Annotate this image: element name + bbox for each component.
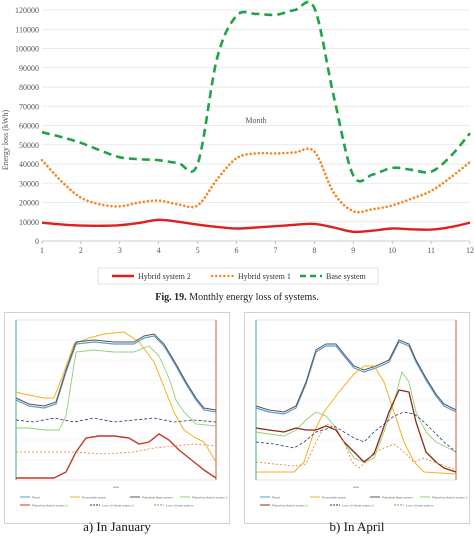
legend: Hybrid system 2 Hybrid system 1 Base syste… (112, 272, 367, 281)
legend-label-hybrid-system-2: Hybrid system 2 (138, 272, 191, 281)
subfigure-a-legend-3: Pbaseline Hybrid system 1 (192, 496, 228, 500)
subfigure-a-gridlines (16, 339, 216, 461)
y-tick-label: 110000 (15, 25, 39, 34)
main-line-chart: 0 10000 20000 30000 40000 50000 60000 70000 8000… (1, 0, 474, 285)
subfigure-a-chart: Hour Pload Renewable power Pbaseline Bas… (4, 312, 230, 524)
y-tick-label: 40000 (19, 160, 39, 169)
subfigure-a-baseline-hybrid-1 (16, 345, 217, 431)
subfigure-b-caption: b) In April (329, 519, 385, 534)
subfigure-a-loss-base (16, 443, 217, 455)
y-tick-label: 100000 (15, 45, 39, 54)
x-tick-label: 2 (79, 246, 83, 255)
figure-label: Fig. 19. (155, 292, 187, 303)
x-tick-label: 8 (312, 246, 316, 255)
y-tick-labels: 0 10000 20000 30000 40000 50000 60000 70000 8000… (15, 6, 39, 246)
subfigure-b-legend-5: Loss of Hybrid system 1 (342, 504, 374, 508)
x-tick-label: 9 (351, 246, 355, 255)
subfigure-b-legend-2: Pbaseline Base system (382, 496, 414, 500)
figure-caption: Fig. 19. Monthly energy loss of systems. (0, 292, 474, 303)
x-tick-label: 11 (427, 246, 435, 255)
subfigure-b-gridlines (256, 339, 456, 461)
subfigure-b-legend: Pload Renewable power Pbaseline Base sys… (260, 496, 468, 508)
y-tick-label: 50000 (19, 141, 39, 150)
subfigure-a-legend-5: Loss of Hybrid system 1 (102, 504, 134, 508)
subfigure-b-legend-3: Pbaseline Hybrid system 1 (432, 496, 468, 500)
subfigure-a-legend: Pload Renewable power Pbaseline Base sys… (20, 496, 228, 508)
subfigure-b-legend-0: Pload (272, 496, 280, 500)
x-tick-labels: 1 2 3 4 5 6 7 8 9 10 11 12 (40, 241, 474, 255)
subfigure-a-renewable-power (15, 331, 217, 463)
subfigure-b-loss-base (255, 423, 457, 471)
x-tick-label: 7 (273, 246, 277, 255)
subfigure-b-loss-hybrid-1 (255, 411, 457, 453)
subfigure-a-baseline-hybrid-2 (16, 433, 217, 479)
series-line-hybrid-system-2 (41, 218, 471, 234)
x-tick-label: 10 (388, 246, 396, 255)
legend-label-base-system: Base system (326, 272, 367, 281)
series-line-hybrid-system-1 (40, 147, 472, 214)
subfigure-b-renewable-power (256, 365, 457, 475)
subfigure-b-xaxis-label: Hour (353, 485, 360, 489)
y-tick-label: 120000 (15, 6, 39, 15)
subfigure-b-legend-1: Renewable power (322, 496, 346, 500)
subfigure-a-legend-4: Pbaseline Hybrid system 2 (32, 504, 68, 508)
subfigure-b-baseline-hybrid-2 (255, 389, 457, 473)
subfigure-a-frame (4, 312, 230, 524)
y-tick-label: 0 (35, 237, 39, 246)
subfigure-a-loss-hybrid-1 (15, 417, 217, 423)
grid (42, 9, 470, 223)
subfigure-b-baseline-base (255, 339, 457, 413)
subfigure-a-legend-1: Renewable power (82, 496, 106, 500)
x-tick-label: 1 (40, 246, 44, 255)
subfigure-b-legend-6: Loss of base system (406, 504, 434, 508)
y-tick-label: 30000 (19, 179, 39, 188)
subfigure-b-chart: Hour Pload Renewable power Pbaseline Bas… (244, 312, 470, 524)
subfigure-a-legend-0: Pload (32, 496, 40, 500)
subfigure-a-pload (15, 335, 217, 413)
subfigure-a-xaxis-label: Hour (113, 485, 120, 489)
y-tick-label: 60000 (19, 122, 39, 131)
x-axis-label: Month (245, 116, 266, 125)
x-tick-label: 6 (235, 246, 239, 255)
x-tick-label: 5 (196, 246, 200, 255)
subfigure-a-baseline-base (15, 333, 217, 411)
subfigure-a-legend-2: Pbaseline Base system (142, 496, 174, 500)
subfigure-b-frame (244, 312, 470, 524)
legend-label-hybrid-system-1: Hybrid system 1 (238, 272, 291, 281)
subfigure-a-caption: a) In January (83, 519, 151, 534)
x-tick-label: 12 (466, 246, 474, 255)
subfigure-a-legend-6: Loss of base system (166, 504, 194, 508)
y-axis-label: Energy loss (kWh) (1, 110, 10, 171)
y-tick-label: 80000 (19, 83, 39, 92)
y-tick-label: 20000 (19, 199, 39, 208)
x-tick-label: 4 (157, 246, 161, 255)
series-lines (40, 0, 472, 234)
legend-box (97, 267, 379, 285)
x-tick-label: 3 (118, 246, 122, 255)
series-line-base-system (41, 0, 471, 183)
y-tick-label: 70000 (19, 102, 39, 111)
figure-caption-text: Monthly energy loss of systems. (189, 292, 319, 303)
subfigure-b-legend-4: Pbaseline Hybrid system 2 (272, 504, 308, 508)
y-tick-label: 10000 (19, 218, 39, 227)
y-tick-label: 90000 (19, 64, 39, 73)
